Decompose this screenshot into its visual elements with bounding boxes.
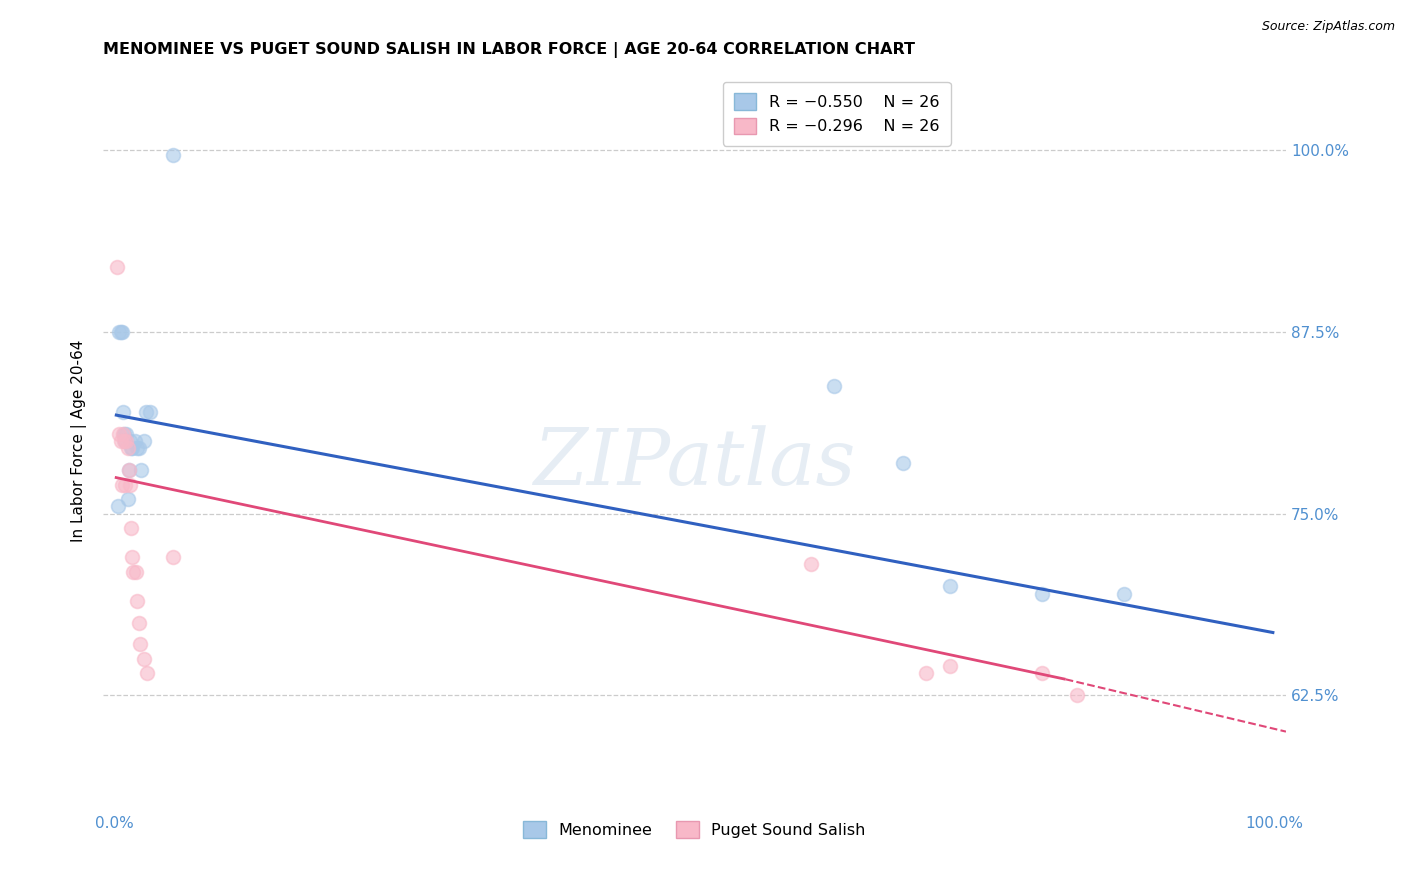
Point: [108, 426, 131, 441]
Point: [114, 434, 136, 448]
Point: [1031, 586, 1053, 600]
Point: [111, 477, 134, 491]
Point: [891, 456, 914, 470]
Text: MENOMINEE VS PUGET SOUND SALISH IN LABOR FORCE | AGE 20-64 CORRELATION CHART: MENOMINEE VS PUGET SOUND SALISH IN LABOR…: [103, 42, 915, 58]
Point: [132, 434, 155, 448]
Point: [118, 434, 141, 448]
Point: [114, 477, 136, 491]
Point: [823, 378, 845, 392]
Legend: Menominee, Puget Sound Salish: Menominee, Puget Sound Salish: [517, 815, 872, 845]
Point: [111, 325, 134, 339]
Point: [110, 325, 132, 339]
Point: [138, 405, 160, 419]
Point: [115, 434, 138, 448]
Y-axis label: In Labor Force | Age 20-64: In Labor Force | Age 20-64: [72, 340, 87, 542]
Point: [117, 442, 139, 456]
Point: [118, 463, 141, 477]
Point: [111, 426, 134, 441]
Point: [128, 442, 150, 456]
Point: [110, 434, 132, 448]
Point: [118, 463, 141, 477]
Point: [115, 426, 138, 441]
Point: [108, 325, 131, 339]
Point: [118, 477, 141, 491]
Point: [162, 147, 184, 161]
Point: [107, 500, 129, 514]
Point: [938, 579, 960, 593]
Text: Source: ZipAtlas.com: Source: ZipAtlas.com: [1261, 20, 1395, 33]
Point: [105, 260, 128, 274]
Point: [938, 659, 960, 673]
Point: [915, 666, 938, 681]
Point: [125, 594, 148, 608]
Point: [135, 405, 157, 419]
Point: [122, 565, 145, 579]
Text: ZIPatlas: ZIPatlas: [533, 425, 856, 501]
Point: [125, 565, 148, 579]
Point: [121, 550, 143, 565]
Point: [120, 442, 142, 456]
Point: [799, 558, 821, 572]
Point: [162, 550, 184, 565]
Point: [111, 405, 134, 419]
Point: [132, 652, 155, 666]
Point: [1031, 666, 1053, 681]
Point: [128, 615, 150, 630]
Point: [117, 492, 139, 507]
Point: [112, 434, 135, 448]
Point: [136, 666, 159, 681]
Point: [129, 637, 152, 651]
Point: [125, 442, 148, 456]
Point: [1112, 586, 1135, 600]
Point: [124, 434, 146, 448]
Point: [120, 521, 142, 535]
Point: [131, 463, 153, 477]
Point: [121, 442, 143, 456]
Point: [1066, 688, 1088, 702]
Point: [112, 426, 135, 441]
